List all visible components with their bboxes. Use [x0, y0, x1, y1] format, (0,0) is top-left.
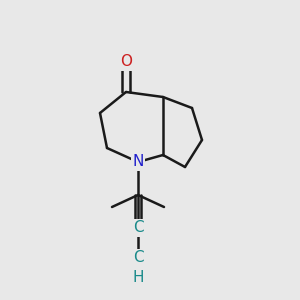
Text: C: C: [133, 250, 143, 266]
Text: O: O: [120, 55, 132, 70]
Text: H: H: [132, 271, 144, 286]
Text: N: N: [132, 154, 144, 169]
Text: C: C: [133, 220, 143, 236]
